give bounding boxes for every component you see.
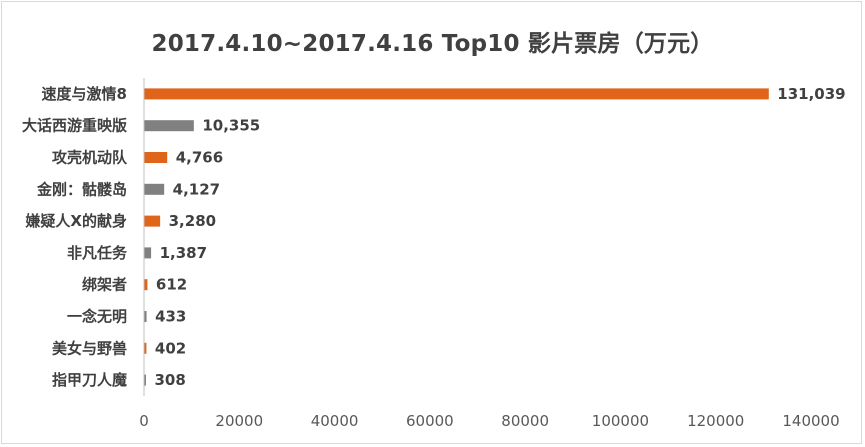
value-label: 4,127 bbox=[173, 180, 220, 198]
x-tick-label: 20000 bbox=[215, 412, 263, 430]
x-tick-label: 120000 bbox=[687, 412, 744, 430]
bar bbox=[144, 215, 161, 227]
bar bbox=[144, 374, 146, 386]
value-label: 612 bbox=[156, 276, 187, 294]
bar bbox=[144, 120, 194, 132]
value-label: 433 bbox=[155, 308, 186, 326]
bar bbox=[144, 342, 147, 354]
category-label: 指甲刀人魔 bbox=[52, 371, 127, 389]
x-tick-label: 80000 bbox=[501, 412, 549, 430]
bar bbox=[144, 88, 769, 100]
value-labels: 131,039 10,355 4,766 4,127 3,280 1,387 612 433 4… bbox=[154, 85, 845, 389]
category-label: 一念无明 bbox=[67, 308, 127, 326]
category-label: 金刚：骷髅岛 bbox=[36, 180, 127, 198]
bar bbox=[144, 183, 165, 195]
x-tick-label: 140000 bbox=[782, 412, 839, 430]
value-label: 402 bbox=[155, 339, 186, 357]
x-tick-label: 40000 bbox=[311, 412, 359, 430]
category-labels: 速度与激情8 大话西游重映版攻壳机动队金刚：骷髅岛嫌疑人X的献身非凡任务绑架者一念… bbox=[22, 85, 128, 389]
value-label: 3,280 bbox=[169, 212, 216, 230]
bar bbox=[144, 247, 152, 259]
x-tick-label: 0 bbox=[139, 412, 149, 430]
bar bbox=[144, 311, 147, 322]
category-label: 攻壳机动队 bbox=[52, 149, 128, 167]
chart-title: 2017.4.10~2017.4.16 Top10 影片票房（万元） bbox=[151, 31, 714, 57]
bars-group bbox=[144, 88, 769, 386]
category-label: 美女与野兽 bbox=[52, 339, 127, 357]
bar bbox=[144, 279, 148, 291]
category-label: 非凡任务 bbox=[67, 244, 128, 262]
x-tick-labels: 0 20000 40000 60000 80000 100000 120000 140000 bbox=[139, 412, 839, 430]
x-tick-label: 60000 bbox=[406, 412, 454, 430]
x-tick-label: 100000 bbox=[592, 412, 649, 430]
category-label: 速度与激情8 bbox=[42, 85, 127, 103]
value-label: 10,355 bbox=[202, 117, 260, 135]
category-label: 嫌疑人X的献身 bbox=[24, 212, 127, 230]
value-label: 1,387 bbox=[160, 244, 207, 262]
value-label: 308 bbox=[154, 371, 185, 389]
value-label: 131,039 bbox=[777, 85, 845, 103]
bar bbox=[144, 152, 168, 163]
value-label: 4,766 bbox=[176, 149, 223, 167]
category-label: 大话西游重映版 bbox=[22, 117, 127, 135]
category-label: 绑架者 bbox=[82, 276, 127, 294]
